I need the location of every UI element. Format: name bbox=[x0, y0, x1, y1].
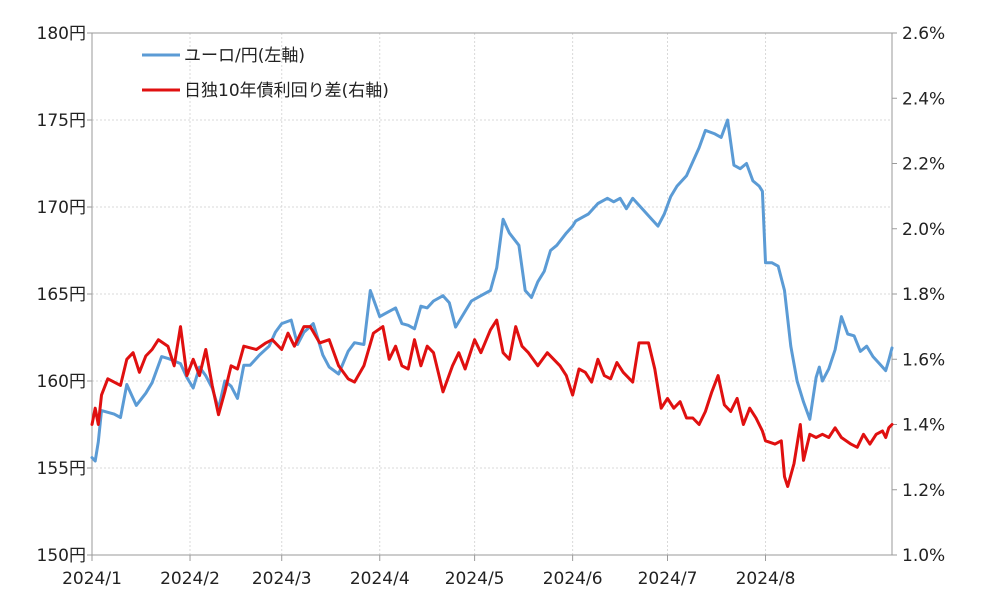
x-tick-label: 2024/6 bbox=[543, 569, 603, 589]
left-axis-ticks: 150円 155円 160円 165円 170円 175円 180円 bbox=[37, 24, 92, 566]
x-axis-ticks: 2024/1 2024/2 2024/3 2024/4 2024/5 2024/6 2024… bbox=[62, 555, 795, 589]
left-tick-label: 170円 bbox=[37, 198, 86, 218]
legend-label-yield-spread: 日独10年債利回り差(右軸) bbox=[184, 81, 389, 101]
left-tick-label: 160円 bbox=[37, 372, 86, 392]
right-tick-label: 2.4% bbox=[902, 89, 945, 109]
x-tick-label: 2024/4 bbox=[350, 569, 410, 589]
x-tick-label: 2024/1 bbox=[62, 569, 122, 589]
left-tick-label: 175円 bbox=[37, 111, 86, 131]
left-tick-label: 180円 bbox=[37, 24, 86, 44]
right-tick-label: 2.2% bbox=[902, 155, 945, 175]
right-tick-label: 1.0% bbox=[902, 546, 945, 566]
x-tick-label: 2024/3 bbox=[252, 569, 312, 589]
left-tick-label: 165円 bbox=[37, 285, 86, 305]
right-tick-label: 2.0% bbox=[902, 220, 945, 240]
right-tick-label: 1.4% bbox=[902, 416, 945, 436]
right-tick-label: 2.6% bbox=[902, 24, 945, 44]
series bbox=[90, 118, 894, 488]
x-tick-label: 2024/8 bbox=[736, 569, 796, 589]
grid bbox=[92, 33, 892, 555]
x-tick-label: 2024/7 bbox=[638, 569, 698, 589]
legend-label-eur-jpy: ユーロ/円(左軸) bbox=[184, 46, 305, 66]
right-axis-ticks: 1.0% 1.2% 1.4% 1.6% 1.8% 2.0% 2.2% 2.4% 2.6% bbox=[892, 24, 945, 566]
right-tick-label: 1.6% bbox=[902, 350, 945, 370]
left-tick-label: 150円 bbox=[37, 546, 86, 566]
x-tick-label: 2024/5 bbox=[445, 569, 505, 589]
yield-spread-line bbox=[90, 318, 894, 488]
left-tick-label: 155円 bbox=[37, 459, 86, 479]
x-tick-label: 2024/2 bbox=[160, 569, 220, 589]
eur-jpy-line bbox=[90, 118, 894, 463]
right-tick-label: 1.8% bbox=[902, 285, 945, 305]
legend: ユーロ/円(左軸) 日独10年債利回り差(右軸) bbox=[142, 46, 389, 101]
right-tick-label: 1.2% bbox=[902, 481, 945, 501]
